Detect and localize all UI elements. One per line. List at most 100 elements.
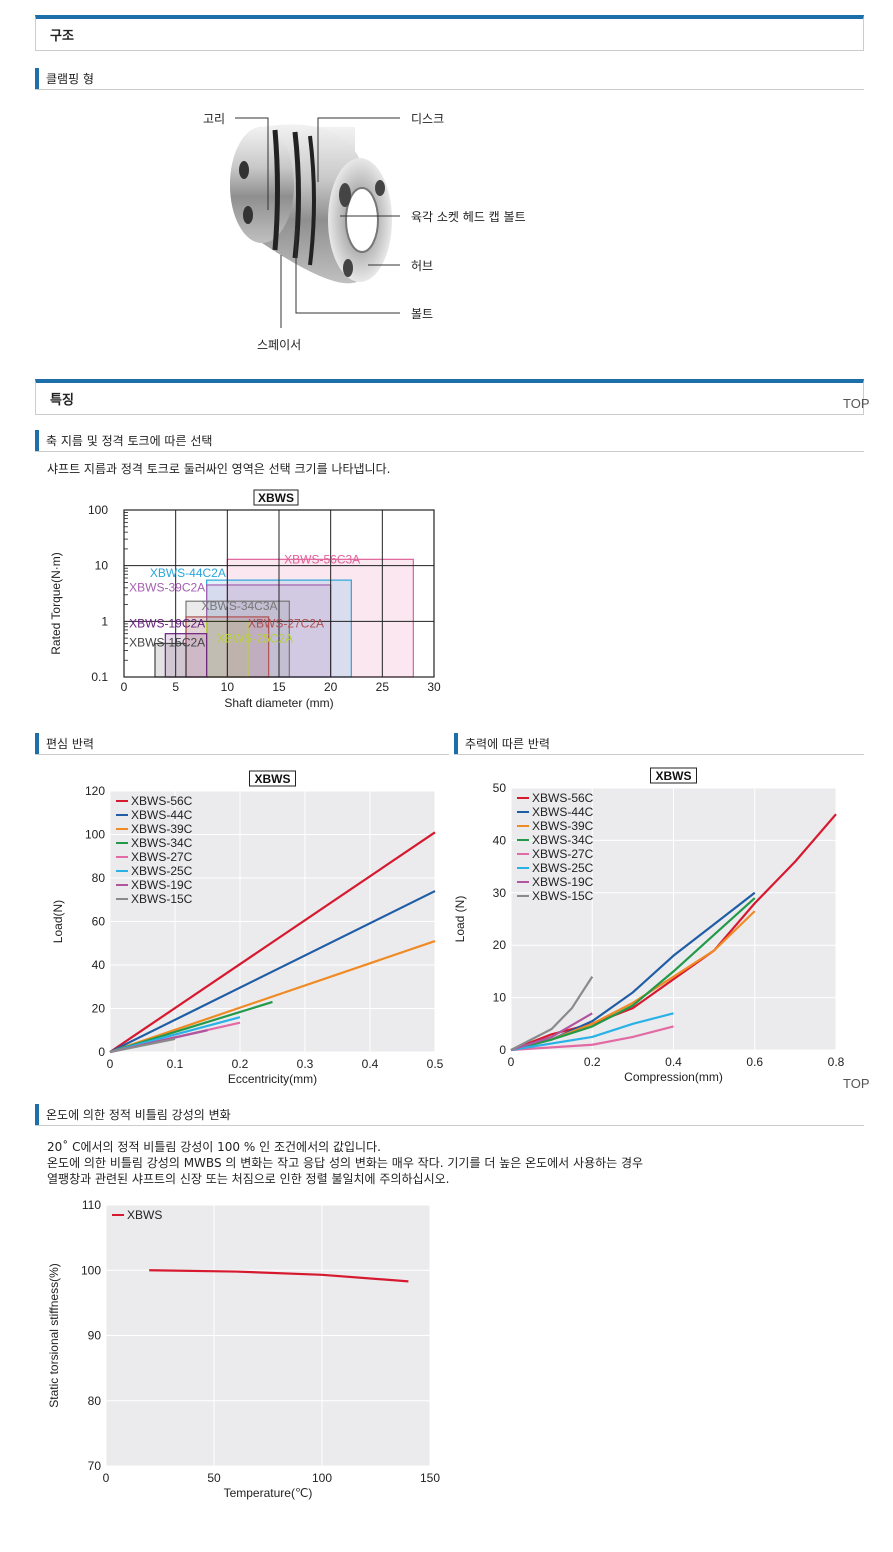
y-axis-label: Load (N) — [453, 896, 467, 943]
legend-label-0: XBWS-56C — [131, 794, 193, 808]
series-line-0 — [149, 1269, 409, 1283]
legend-label-2: XBWS-39C — [532, 819, 594, 833]
label-ring: 고리 — [203, 112, 226, 126]
y-tick-4: 80 — [92, 871, 106, 885]
y-tick-3: 100 — [81, 1263, 101, 1277]
label-bolt: 볼트 — [411, 307, 434, 321]
y-tick-3: 100 — [88, 503, 108, 517]
legend-label-7: XBWS-15C — [532, 889, 594, 903]
x-tick-1: 0.1 — [167, 1057, 184, 1071]
x-axis-label: Eccentricity(mm) — [228, 1072, 317, 1086]
coupling-body — [230, 124, 392, 284]
subsection-compress: 추력에 따른 반력 — [454, 733, 864, 755]
legend-label-0: XBWS — [127, 1208, 162, 1222]
legend-label-7: XBWS-15C — [131, 892, 193, 906]
series-line-3 — [510, 897, 756, 1052]
series-line-7 — [109, 1037, 176, 1054]
x-tick-2: 100 — [312, 1471, 332, 1485]
y-tick-2: 10 — [95, 559, 109, 573]
y-axis-label: Static torsional stiffness(%) — [47, 1263, 61, 1408]
region-label-4: XBWS-27C2A — [248, 616, 324, 630]
x-tick-3: 0.3 — [297, 1057, 314, 1071]
x-tick-1: 0.2 — [584, 1055, 601, 1069]
legend-label-5: XBWS-25C — [131, 864, 193, 878]
y-tick-3: 60 — [92, 915, 106, 929]
section-features: 특징 — [35, 379, 864, 415]
y-tick-0: 0.1 — [91, 670, 108, 684]
x-tick-5: 0.5 — [427, 1057, 444, 1071]
label-disc: 디스크 — [411, 112, 445, 126]
region-label-7: XBWS-15C2A — [129, 636, 205, 650]
x-tick-0: 0 — [508, 1055, 515, 1069]
y-tick-0: 0 — [98, 1045, 105, 1059]
x-tick-1: 5 — [172, 680, 179, 694]
region-label-5: XBWS-25C2A — [217, 631, 293, 645]
section-features-title: 특징 — [50, 393, 74, 408]
temperature-chart: 0 50 100 150 70 80 90 100 110 XBWS Temperature(℃) S… — [47, 1198, 440, 1500]
subsection-compress-title: 추력에 따른 반력 — [465, 737, 550, 751]
x-tick-3: 0.6 — [746, 1055, 763, 1069]
y-tick-2: 20 — [493, 938, 507, 952]
series-line-6 — [510, 1012, 593, 1052]
coupling-diagram — [230, 117, 400, 328]
series-line-2 — [109, 940, 436, 1054]
x-tick-3: 150 — [420, 1471, 440, 1485]
section-structure: 구조 — [35, 15, 864, 51]
x-tick-0: 0 — [121, 680, 128, 694]
y-tick-1: 20 — [92, 1002, 106, 1016]
y-tick-4: 110 — [82, 1198, 101, 1212]
y-tick-4: 40 — [493, 833, 507, 847]
series-line-0 — [109, 831, 436, 1053]
series-line-4 — [510, 1025, 674, 1052]
legend-label-5: XBWS-25C — [532, 861, 594, 875]
region-label-0: XBWS-56C3A — [284, 552, 360, 566]
y-tick-3: 30 — [493, 886, 507, 900]
legend-label-0: XBWS-56C — [532, 791, 594, 805]
legend-label-1: XBWS-44C — [532, 805, 594, 819]
x-axis-label: Shaft diameter (mm) — [224, 696, 333, 710]
subsection-clamping-title: 클램핑 형 — [46, 72, 94, 86]
y-tick-5: 100 — [85, 828, 105, 842]
subsection-temperature-title: 온도에 의한 정적 비틀림 강성의 변화 — [46, 1108, 231, 1122]
eccentric-chart: 0 0.1 0.2 0.3 0.4 0.5020406080100120XBWS-56CX… — [51, 770, 444, 1086]
y-axis-label: Load(N) — [51, 900, 65, 943]
subsection-clamping: 클램핑 형 — [35, 68, 864, 90]
x-tick-2: 0.4 — [665, 1055, 682, 1069]
region-7 — [154, 642, 187, 678]
label-hex-bolt: 육각 소켓 헤드 캡 볼트 — [411, 210, 526, 224]
x-tick-0: 0 — [107, 1057, 114, 1071]
x-tick-3: 15 — [272, 680, 286, 694]
top-link[interactable]: TOP — [843, 396, 870, 411]
legend-label-3: XBWS-34C — [532, 833, 594, 847]
plot-frame — [123, 509, 435, 678]
top-link-2[interactable]: TOP — [843, 1076, 870, 1091]
legend-label-6: XBWS-19C — [532, 875, 594, 889]
x-tick-1: 50 — [207, 1471, 221, 1485]
legend-label-1: XBWS-44C — [131, 808, 193, 822]
region-label-2: XBWS-39C2A — [129, 581, 205, 595]
legend-label-4: XBWS-27C — [532, 847, 594, 861]
compression-chart: 0 0.2 0.4 0.6 0.8 0 10 20 30 40 50 XBWS-56CXBWS-44C… — [453, 767, 845, 1084]
y-tick-6: 120 — [85, 784, 105, 798]
region-label-3: XBWS-34C3A — [202, 599, 278, 613]
x-tick-6: 30 — [427, 680, 441, 694]
y-tick-5: 50 — [493, 781, 507, 795]
series-line-1 — [109, 890, 436, 1053]
y-tick-1: 80 — [88, 1394, 102, 1408]
temperature-text-1: 20˚ C에서의 정적 비틀림 강성이 100 % 인 조건에서의 값입니다. — [47, 1140, 381, 1154]
temperature-text-3: 열팽창과 관련된 샤프트의 신장 또는 처짐으로 인한 정렬 불일치에 주의하십… — [47, 1172, 450, 1186]
y-tick-1: 10 — [493, 991, 507, 1005]
y-tick-0: 0 — [499, 1043, 506, 1057]
x-axis-label: Compression(mm) — [624, 1070, 723, 1084]
region-label-1: XBWS-44C2A — [150, 566, 226, 580]
x-tick-5: 25 — [376, 680, 390, 694]
legend-label-6: XBWS-19C — [131, 878, 193, 892]
y-tick-2: 40 — [92, 958, 106, 972]
subsection-selection-title: 축 지름 및 정격 토크에 따른 선택 — [46, 434, 213, 448]
subsection-temperature: 온도에 의한 정적 비틀림 강성의 변화 — [35, 1104, 864, 1126]
region-label-6: XBWS-19C2A — [129, 616, 205, 630]
region-3 — [185, 600, 290, 678]
x-tick-4: 0.4 — [362, 1057, 379, 1071]
y-tick-2: 90 — [88, 1329, 102, 1343]
x-tick-4: 20 — [324, 680, 338, 694]
